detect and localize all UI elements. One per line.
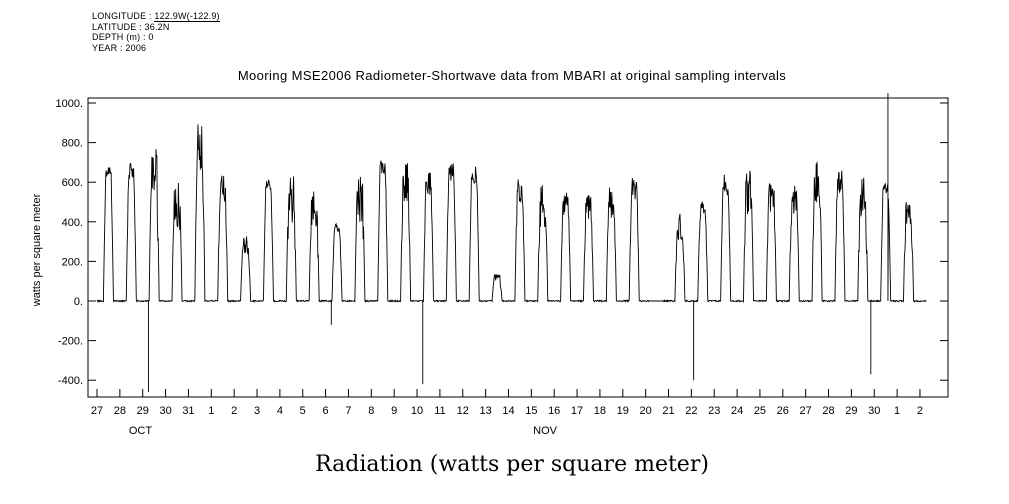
x-tick-label: 14 [502,405,514,417]
chart-title: Mooring MSE2006 Radiometer-Shortwave dat… [238,68,786,83]
x-tick-label: 9 [391,405,397,417]
x-tick-label: 30 [868,405,880,417]
metadata-line: LONGITUDE : 122.9W(-122.9) [92,11,220,22]
y-tick-label: 200. [62,256,83,268]
x-tick-label: 3 [254,405,260,417]
x-tick-label: 28 [822,405,834,417]
y-tick-label: -400. [58,375,83,387]
month-label: NOV [533,425,558,437]
plot-frame [87,97,949,398]
x-tick-label: 13 [479,405,491,417]
x-tick-label: 15 [525,405,537,417]
metadata-line: LATITUDE : 36.2N [92,21,170,32]
x-tick-label: 29 [845,405,857,417]
x-tick-label: 11 [434,405,445,417]
x-tick-label: 2 [231,405,237,417]
x-tick-label: 20 [640,405,652,417]
x-tick-label: 17 [571,405,583,417]
x-tick-label: 31 [182,405,194,417]
x-tick-label: 19 [617,405,629,417]
y-tick-label: 0. [74,296,83,308]
y-axis-label: watts per square meter [31,193,43,307]
plot-area: 1000.800.600.400.200.0.-200.-400.27 28 29 3… [55,93,949,437]
metadata-line: YEAR : 2006 [92,42,147,53]
x-tick-label: 1 [894,405,900,417]
y-tick-label: 400. [62,217,83,229]
x-tick-label: 2 [917,405,923,417]
y-tick-label: 1000. [55,98,83,110]
x-tick-label: 4 [277,405,283,417]
x-tick-label: 30 [159,405,171,417]
x-tick-label: 1 [208,405,214,417]
x-tick-label: 23 [708,405,720,417]
y-tick-label: -200. [58,336,83,348]
figure-caption: Radiation (watts per square meter) [315,452,709,477]
x-tick-label: 16 [548,405,560,417]
x-tick-label: 21 [662,405,674,417]
month-label: OCT [129,425,153,437]
x-tick-label: 10 [411,405,423,417]
x-tick-label: 18 [594,405,606,417]
y-tick-label: 800. [62,138,83,150]
radiation-series-line [96,93,927,393]
x-tick-label: 29 [137,405,149,417]
x-tick-label: 8 [368,405,374,417]
x-tick-label: 27 [800,405,812,417]
x-tick-label: 28 [114,405,126,417]
y-tick-label: 600. [62,177,83,189]
x-tick-label: 6 [323,405,329,417]
metadata-line: DEPTH (m) : 0 [92,32,154,42]
station-metadata: LONGITUDE : 122.9W(-122.9) LATITUDE : 36.… [92,11,220,53]
x-tick-label: 7 [345,405,351,417]
x-tick-label: 5 [300,405,306,417]
x-tick-label: 22 [685,405,697,417]
x-tick-label: 24 [731,405,743,417]
x-tick-label: 12 [457,405,469,417]
x-tick-label: 27 [91,405,103,417]
x-tick-label: 25 [754,405,766,417]
x-tick-label: 26 [777,405,789,417]
